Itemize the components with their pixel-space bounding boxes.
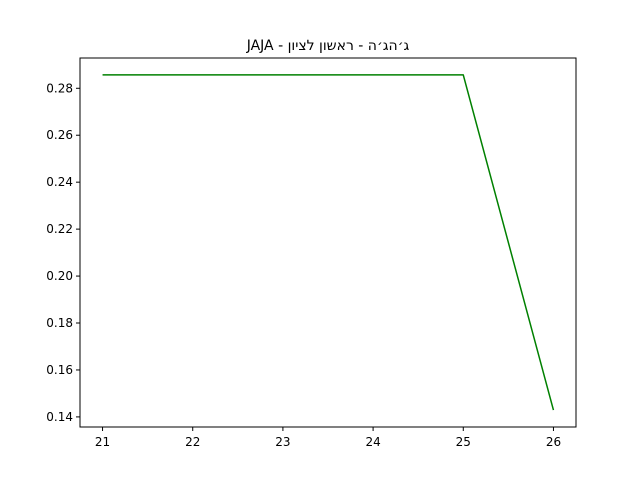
y-tick-label: 0.22 — [46, 222, 73, 236]
x-tick-label: 25 — [456, 435, 471, 449]
series-line — [102, 74, 555, 411]
y-tick-label: 0.26 — [46, 128, 73, 142]
x-tick-label: 23 — [275, 435, 290, 449]
x-axis: 21 22 23 24 25 26 — [95, 427, 561, 449]
plot-frame — [79, 57, 577, 428]
y-tick-label: 0.14 — [46, 410, 73, 424]
plot-area — [80, 58, 576, 427]
y-tick-label: 0.18 — [46, 316, 73, 330]
y-tick-label: 0.28 — [46, 81, 73, 95]
x-tick-label: 21 — [95, 435, 110, 449]
x-tick-label: 26 — [546, 435, 561, 449]
series-layer — [102, 74, 555, 411]
y-tick-label: 0.16 — [46, 363, 73, 377]
y-axis: 0.14 0.16 0.18 0.20 0.22 0.24 0.26 0.28 — [46, 81, 80, 424]
x-tick-label: 22 — [185, 435, 200, 449]
y-tick-label: 0.24 — [46, 175, 73, 189]
x-tick-label: 24 — [365, 435, 380, 449]
y-tick-label: 0.20 — [46, 269, 73, 283]
chart-title: JAJA - ג׳הג׳ה - ראשון לציון — [246, 38, 410, 54]
